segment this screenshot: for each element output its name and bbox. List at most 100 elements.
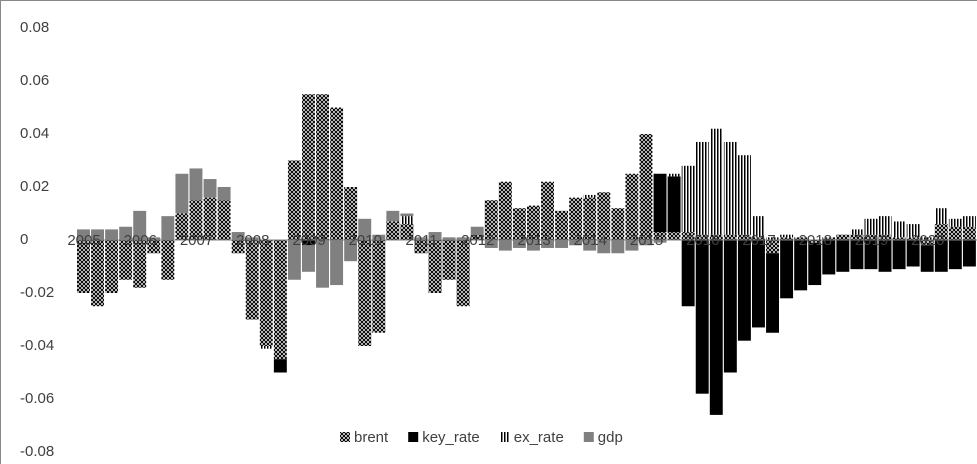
bar-segment	[723, 234, 737, 240]
bar-segment	[470, 226, 484, 235]
bar-segment	[667, 232, 681, 240]
bar-segment	[456, 237, 470, 240]
y-tick-label: -0.06	[20, 390, 54, 407]
bar-segment	[414, 240, 428, 254]
x-tick-label: 2019	[855, 232, 888, 249]
bar-segment	[119, 240, 133, 280]
legend-label: brent	[354, 429, 389, 446]
bar-segment	[864, 234, 878, 240]
bar-segment	[808, 242, 822, 286]
bar-segment	[512, 208, 526, 240]
y-tick-label: 0.06	[20, 72, 49, 89]
bar-segment	[892, 221, 906, 238]
bar-segment	[161, 240, 175, 280]
bar-segment	[484, 200, 498, 240]
bar-segment	[850, 234, 864, 240]
bar-segment	[920, 240, 934, 246]
bar-segment	[147, 240, 161, 254]
bar-segment	[906, 224, 920, 238]
bar-segment	[231, 232, 245, 240]
bar-segment	[400, 224, 414, 240]
y-tick-label: -0.04	[20, 337, 54, 354]
bar-segment	[681, 232, 695, 240]
bar-segment	[161, 216, 175, 240]
bar-segment	[175, 173, 189, 214]
bar-segment	[569, 197, 583, 240]
y-tick-label: 0.04	[20, 125, 49, 142]
x-tick-label: 2011	[405, 232, 437, 249]
y-tick-label: 0	[20, 231, 28, 248]
bar-segment	[752, 216, 765, 238]
bar-segment	[597, 192, 611, 240]
bar-segment	[836, 240, 850, 272]
bar-segment	[709, 240, 723, 415]
bar-segment	[414, 237, 428, 240]
bar-segment	[948, 226, 962, 240]
bar-segment	[358, 218, 372, 240]
bar-segment	[752, 240, 765, 328]
bar-segment	[428, 240, 442, 293]
bar-segment	[245, 237, 259, 240]
bar-segment	[541, 181, 554, 240]
bar-segment	[794, 240, 808, 291]
x-tick-label: 2016	[686, 232, 719, 249]
bar-segment	[203, 179, 217, 198]
bar-segment	[920, 237, 934, 240]
bar-segment	[597, 240, 611, 254]
bar-segment	[316, 240, 329, 288]
bar-segment	[498, 240, 512, 251]
bar-segment	[358, 240, 372, 346]
bar-segment	[681, 240, 695, 307]
bar-segment	[484, 240, 498, 248]
bar-segment	[217, 200, 231, 240]
bar-segment	[737, 155, 751, 235]
bar-segment	[962, 226, 976, 240]
bar-segment	[878, 216, 892, 235]
bar-segment	[695, 234, 709, 240]
bar-segment	[527, 240, 540, 251]
bar-segment	[189, 168, 203, 201]
bar-segment	[105, 229, 119, 240]
bar-segment	[709, 234, 723, 240]
bar-segment	[245, 240, 259, 320]
legend-label: key_rate	[422, 429, 480, 446]
bar-segment	[948, 240, 962, 270]
bar-segment	[611, 208, 625, 240]
bar-segment	[527, 205, 540, 240]
bar-segment	[456, 240, 470, 307]
bar-segment	[344, 240, 358, 262]
bar-segment	[302, 94, 315, 240]
x-tick-label: 2010	[349, 232, 382, 249]
bar-segment	[133, 240, 147, 288]
bar-segment	[906, 240, 920, 267]
bar-segment	[400, 213, 414, 217]
bar-segment	[864, 218, 878, 235]
bar-segment	[766, 237, 779, 240]
bar-segment	[625, 173, 639, 240]
legend-swatch	[583, 432, 594, 442]
bar-segment	[850, 240, 864, 270]
bar-segment	[625, 240, 639, 251]
bar-segment	[133, 210, 147, 240]
bar-segment	[737, 240, 751, 341]
bar-segment	[723, 141, 737, 235]
bar-segment	[695, 141, 709, 235]
bar-segment	[681, 165, 695, 233]
bar-segment	[344, 187, 358, 240]
bar-segment	[766, 253, 779, 333]
legend-swatch	[499, 432, 510, 442]
bar-segment	[442, 240, 456, 280]
bar-segment	[386, 210, 400, 222]
y-tick-label: -0.02	[20, 284, 54, 301]
bar-segment	[653, 240, 667, 243]
bar-segment	[302, 240, 315, 246]
bar-segment	[555, 240, 569, 248]
bar-segment	[822, 237, 836, 240]
bar-segment	[91, 240, 104, 307]
bar-segment	[386, 221, 400, 240]
bar-segment	[962, 240, 976, 267]
bar-segment	[273, 359, 287, 373]
bar-segment	[850, 229, 864, 235]
y-tick-label: 0.02	[20, 178, 49, 195]
